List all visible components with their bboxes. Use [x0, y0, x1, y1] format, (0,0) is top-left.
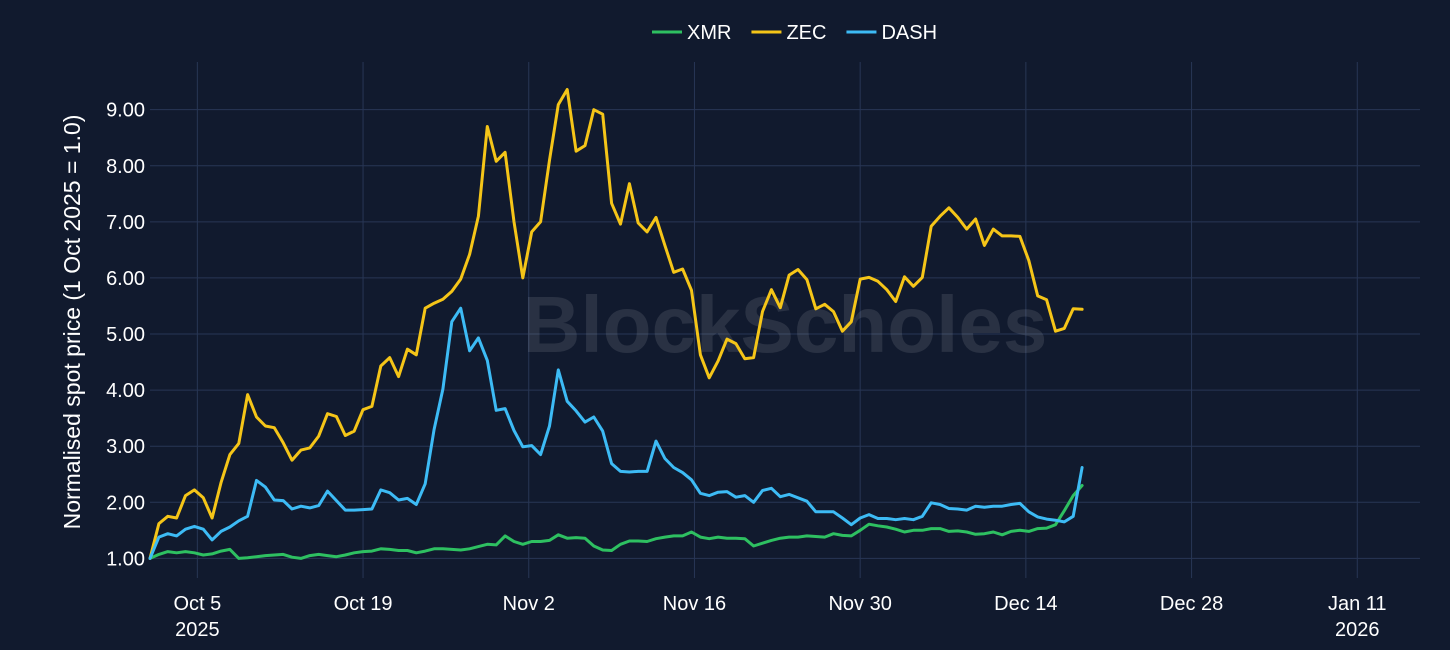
y-tick-label: 3.00 [106, 436, 145, 458]
x-tick-label: Nov 2 [503, 593, 555, 615]
y-tick-label: 4.00 [106, 380, 145, 402]
y-tick-label: 2.00 [106, 492, 145, 514]
x-tick-label: Jan 11 [1328, 593, 1387, 615]
series-line-xmr [148, 484, 1084, 560]
x-tick-year-label: 2026 [1335, 619, 1380, 641]
legend: XMR ZEC DASH [652, 22, 937, 44]
y-tick-label: 9.00 [106, 100, 145, 122]
series-line-zec [148, 88, 1084, 560]
y-axis-title: Normalised spot price (1 Oct 2025 = 1.0) [59, 115, 85, 530]
y-axis-ticks: 1.00 2.00 3.00 4.00 5.00 6.00 7.00 8.00 9.00 [106, 100, 145, 571]
x-tick-year-label: 2025 [175, 619, 220, 641]
series-line-dash [148, 306, 1084, 560]
series-layer [148, 88, 1084, 560]
legend-label-dash: DASH [881, 22, 937, 44]
y-tick-label: 5.00 [106, 324, 145, 346]
legend-label-zec: ZEC [786, 22, 826, 44]
y-tick-label: 6.00 [106, 268, 145, 290]
x-tick-label: Dec 14 [994, 593, 1057, 615]
x-tick-label: Nov 16 [663, 593, 726, 615]
x-tick-label: Dec 28 [1160, 593, 1223, 615]
y-tick-label: 7.00 [106, 212, 145, 234]
x-tick-label: Oct 5 [173, 593, 221, 615]
gridlines [150, 62, 1420, 578]
x-axis-ticks: Oct 5 2025 Oct 19 Nov 2 Nov 16 Nov 30 Dec 14 De… [173, 593, 1386, 641]
y-tick-label: 8.00 [106, 156, 145, 178]
y-tick-label: 1.00 [106, 548, 145, 570]
x-tick-label: Nov 30 [828, 593, 891, 615]
legend-label-xmr: XMR [687, 22, 731, 44]
x-tick-label: Oct 19 [334, 593, 393, 615]
